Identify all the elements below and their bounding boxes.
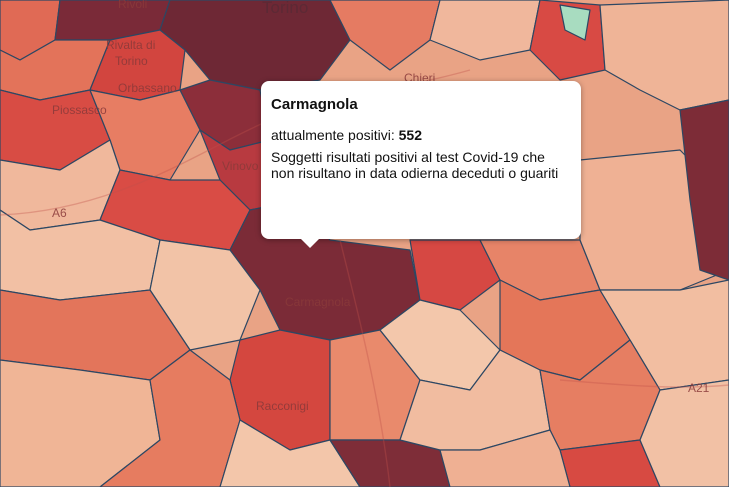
place-label: Carmagnola bbox=[285, 295, 351, 309]
municipality[interactable] bbox=[409, 239, 501, 311]
tooltip-description: Soggetti risultati positivi al test Covi… bbox=[271, 149, 559, 181]
municipality[interactable] bbox=[679, 99, 729, 281]
place-label: Racconigi bbox=[256, 399, 309, 413]
place-label: Torino bbox=[115, 54, 148, 68]
road bbox=[339, 239, 391, 487]
place-label: Rivalta di bbox=[106, 38, 155, 52]
place-label: Vinovo bbox=[222, 159, 259, 173]
road-label: A6 bbox=[52, 206, 67, 220]
place-label: Orbassano bbox=[118, 81, 177, 95]
municipality[interactable] bbox=[439, 429, 571, 487]
road-label: A21 bbox=[688, 381, 710, 395]
tooltip: Carmagnola attualmente positivi: 552 Sog… bbox=[261, 81, 581, 248]
municipality[interactable] bbox=[559, 4, 591, 41]
municipality[interactable] bbox=[429, 0, 541, 61]
municipality[interactable] bbox=[329, 0, 441, 71]
road bbox=[559, 379, 729, 388]
municipality[interactable] bbox=[639, 379, 729, 487]
tooltip-pointer bbox=[301, 239, 319, 248]
metric-label: attualmente positivi: bbox=[271, 127, 395, 143]
place-label: Piossasco bbox=[52, 103, 107, 117]
metric-value: 552 bbox=[398, 127, 422, 143]
tooltip-title: Carmagnola bbox=[271, 96, 358, 113]
place-label: Torino bbox=[262, 0, 308, 17]
place-label: Rivoli bbox=[118, 0, 147, 11]
tooltip-metric: attualmente positivi: 552 bbox=[271, 127, 571, 143]
